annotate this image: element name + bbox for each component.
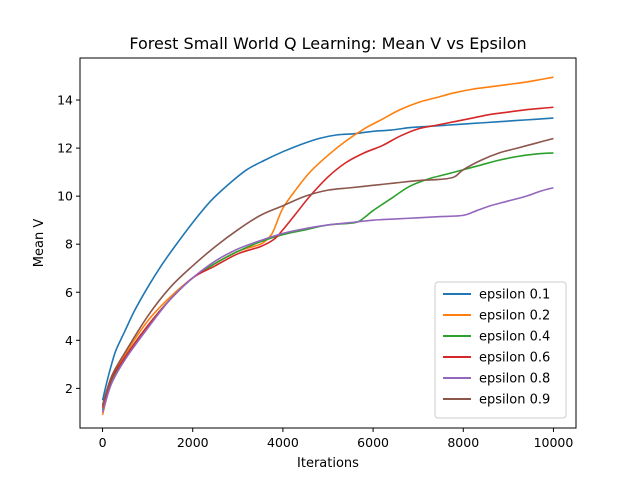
legend: epsilon 0.1 epsilon 0.2 epsilon 0.4 epsilon…	[434, 281, 567, 419]
y-axis: 2 4 6 8 10 12 14	[57, 93, 80, 396]
chart-title: Forest Small World Q Learning: Mean V vs…	[129, 34, 526, 53]
x-tick-label: 4000	[267, 435, 299, 450]
x-tick-label: 2000	[177, 435, 209, 450]
legend-label: epsilon 0.1	[479, 288, 550, 303]
x-tick-label: 8000	[447, 435, 479, 450]
legend-label: epsilon 0.4	[479, 330, 550, 345]
x-axis: 0 2000 4000 6000 8000 10000	[99, 428, 574, 450]
legend-label: epsilon 0.8	[479, 372, 550, 387]
plot-area-frame	[79, 57, 577, 429]
x-tick-label: 10000	[534, 435, 574, 450]
y-tick-label: 8	[65, 237, 73, 252]
series-line-4	[101, 186, 554, 413]
legend-label: epsilon 0.2	[479, 309, 550, 324]
x-tick-label: 6000	[357, 435, 389, 450]
y-tick-label: 12	[57, 141, 73, 156]
y-tick-label: 6	[65, 285, 73, 300]
x-axis-label: Iterations	[297, 456, 359, 471]
legend-label: epsilon 0.9	[479, 393, 550, 408]
y-tick-label: 10	[57, 189, 73, 204]
series-line-5	[101, 137, 554, 406]
y-tick-label: 14	[57, 93, 73, 108]
series-layer	[101, 76, 554, 415]
y-axis-label: Mean V	[32, 219, 47, 268]
series-line-0	[101, 117, 554, 401]
y-tick-label: 4	[65, 333, 73, 348]
x-tick-label: 0	[99, 435, 107, 450]
legend-label: epsilon 0.6	[479, 351, 550, 366]
y-tick-label: 2	[65, 381, 73, 396]
